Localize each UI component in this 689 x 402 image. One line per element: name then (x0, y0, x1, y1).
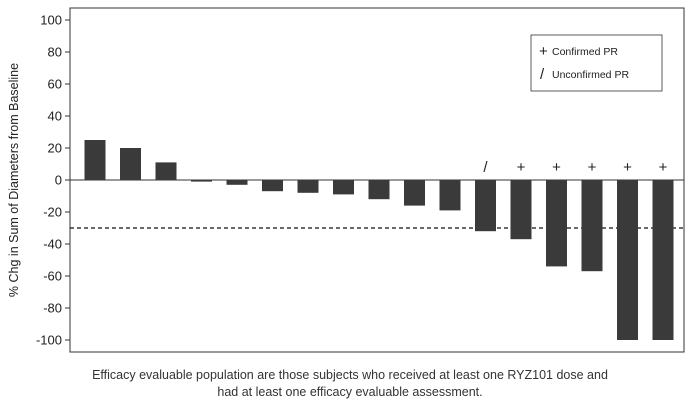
y-tick-label: -20 (43, 205, 62, 220)
y-axis-label: % Chg in Sum of Diameters from Baseline (7, 63, 21, 297)
legend: + Confirmed PR / Unconfirmed PR (530, 34, 663, 92)
bar (439, 180, 461, 211)
bar (120, 148, 141, 180)
unconfirmed-pr-marker: / (483, 159, 488, 176)
y-tick-label: 20 (48, 141, 62, 156)
confirmed-pr-marker: + (623, 159, 632, 176)
confirmed-pr-marker: + (552, 159, 561, 176)
confirmed-pr-marker: + (588, 159, 597, 176)
y-tick-label: 0 (55, 173, 62, 188)
bar (652, 180, 674, 340)
bar (581, 180, 603, 272)
caption-line-2: had at least one efficacy evaluable asse… (217, 385, 483, 399)
bar (404, 180, 425, 206)
y-tick-label: -60 (43, 269, 62, 284)
y-tick-label: 100 (40, 13, 62, 28)
caption-line-1: Efficacy evaluable population are those … (92, 368, 608, 382)
confirmed-pr-marker: + (517, 159, 526, 176)
y-tick-label: -80 (43, 301, 62, 316)
y-tick-label: 80 (48, 45, 62, 60)
bar (226, 180, 248, 185)
bar (546, 180, 567, 267)
response-markers: / + + + + + (483, 159, 667, 176)
legend-label-unconfirmed: Unconfirmed PR (552, 69, 629, 81)
y-tick-label: -100 (36, 333, 62, 348)
legend-symbol-unconfirmed: / (540, 66, 545, 83)
bar (84, 140, 106, 180)
chart-bars (84, 140, 674, 340)
y-tick-label: 60 (48, 77, 62, 92)
chart-caption: Efficacy evaluable population are those … (60, 367, 640, 401)
bar (510, 180, 532, 240)
bar (368, 180, 390, 200)
bar (262, 180, 283, 192)
legend-label-confirmed: Confirmed PR (552, 46, 618, 58)
y-tick-label: -40 (43, 237, 62, 252)
bar (155, 162, 177, 180)
bar (617, 180, 638, 340)
bar (297, 180, 319, 193)
bar (191, 180, 212, 182)
bar (333, 180, 354, 195)
confirmed-pr-marker: + (659, 159, 668, 176)
y-tick-label: 40 (48, 109, 62, 124)
legend-symbol-confirmed: + (539, 43, 548, 60)
bar (475, 180, 496, 232)
